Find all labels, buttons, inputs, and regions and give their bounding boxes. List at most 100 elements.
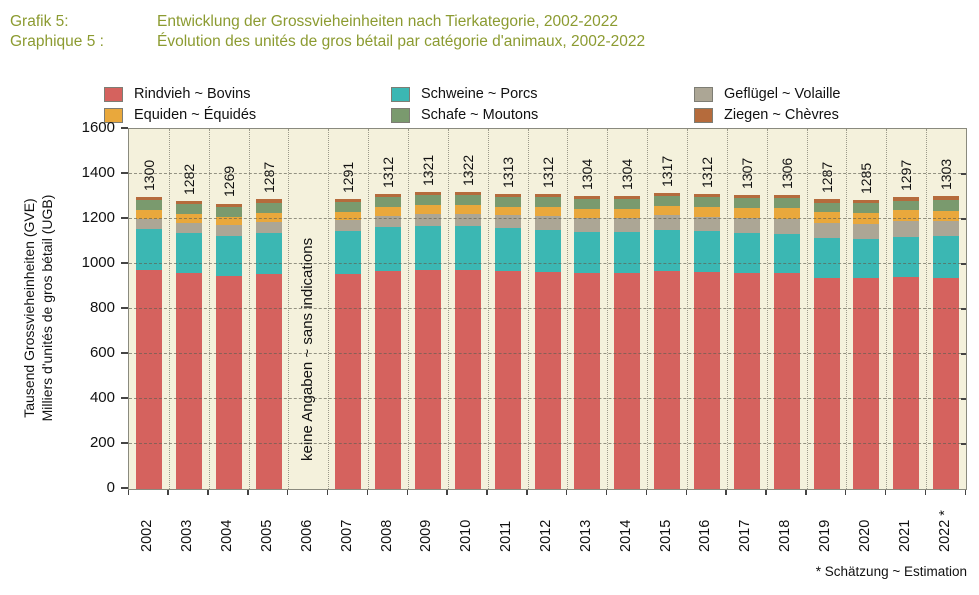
bar-segment	[494, 193, 521, 197]
bar-segment	[853, 203, 880, 213]
x-tick	[526, 490, 528, 495]
y-tick-right	[961, 218, 966, 220]
y-tick-label: 0	[106, 479, 115, 496]
x-tick-label: 2002	[139, 519, 156, 552]
bar-segment	[933, 199, 960, 212]
legend-swatch	[104, 86, 123, 102]
bar-segment	[693, 271, 720, 489]
x-tick-label: 2003	[179, 519, 196, 552]
legend-swatch	[391, 107, 410, 123]
bar-2013	[574, 195, 601, 489]
figure-title-de: Entwicklung der Grossvieheinheiten nach …	[157, 13, 618, 30]
figure-header: Grafik 5: Entwicklung der Grossvieheinhe…	[10, 12, 645, 52]
x-tick	[565, 490, 568, 495]
x-tick	[127, 490, 129, 495]
bar-2022	[933, 195, 960, 489]
y-tick	[121, 172, 128, 174]
legend-label: Ziegen ~ Chèvres	[724, 107, 839, 123]
y-tick-label: 1400	[81, 164, 115, 181]
bar-segment	[813, 199, 840, 203]
bar-segment	[375, 196, 402, 208]
x-tick	[765, 490, 767, 495]
bar-segment	[614, 198, 641, 209]
bar-segment	[255, 274, 282, 489]
y-tick	[121, 397, 128, 399]
y-tick-right	[961, 398, 966, 400]
bar-segment	[534, 196, 561, 208]
x-tick-label: 2011	[498, 520, 515, 552]
bar-segment	[893, 221, 920, 238]
column-separator	[567, 129, 569, 489]
bar-segment	[813, 212, 840, 223]
bar-2021	[893, 197, 920, 489]
column-separator	[487, 129, 489, 489]
bar-segment	[614, 208, 641, 219]
bar-segment	[454, 226, 481, 270]
bar-segment	[135, 219, 162, 230]
bar-segment	[614, 218, 641, 233]
x-tick-label: 2010	[458, 519, 475, 552]
bar-segment	[215, 276, 242, 489]
footnote: * Schätzung ~ Estimation	[815, 564, 967, 579]
bar-value-label: 1285	[858, 162, 875, 194]
bar-segment	[215, 203, 242, 207]
bar-segment	[494, 206, 521, 216]
x-tick	[406, 490, 408, 495]
figure-title-row-fr: Graphique 5 : Évolution des unités de gr…	[10, 32, 645, 52]
bar-segment	[773, 195, 800, 199]
gridline-y-1200	[129, 218, 966, 219]
y-tick-right	[961, 263, 966, 265]
bar-segment	[853, 239, 880, 279]
gridline-y-1000	[129, 263, 966, 264]
x-tick-label: 2013	[577, 519, 594, 552]
bar-segment	[654, 270, 681, 489]
bar-2007	[335, 198, 362, 489]
bar-segment	[335, 201, 362, 212]
column-separator	[806, 129, 808, 489]
column-separator	[408, 129, 409, 489]
column-separator	[647, 129, 649, 489]
x-tick	[964, 490, 966, 495]
bar-segment	[534, 207, 561, 217]
bar-segment	[773, 273, 800, 489]
x-tick	[844, 490, 847, 495]
x-tick-label: 2007	[338, 519, 355, 552]
bar-segment	[654, 229, 681, 271]
column-separator	[527, 129, 529, 489]
y-tick	[121, 217, 128, 219]
bar-value-label: 1269	[220, 166, 237, 198]
y-tick-right	[961, 353, 966, 355]
y-tick	[121, 487, 128, 489]
bar-segment	[255, 232, 282, 275]
x-tick-label: 2021	[896, 519, 913, 552]
bar-value-label: 1307	[738, 157, 755, 189]
bar-segment	[773, 218, 800, 234]
bar-segment	[733, 218, 760, 233]
y-tick-label: 200	[89, 434, 115, 451]
bar-segment	[693, 193, 720, 197]
bar-segment	[534, 271, 561, 489]
bar-value-label: 1312	[539, 156, 556, 188]
bar-2019	[813, 199, 840, 489]
bar-segment	[175, 273, 202, 489]
y-tick	[121, 442, 128, 444]
x-tick-label: 2014	[617, 519, 634, 552]
legend-item-6: Ziegen ~ Chèvres	[694, 107, 957, 123]
bar-segment	[534, 229, 561, 272]
bar-segment	[773, 208, 800, 219]
legend-item-1: Rindvieh ~ Bovins	[104, 86, 391, 102]
bar-segment	[813, 238, 840, 278]
x-tick-label: 2019	[817, 519, 833, 552]
bar-segment	[135, 199, 162, 210]
bar-segment	[693, 196, 720, 208]
y-tick-right	[961, 443, 966, 445]
bar-value-label: 1297	[898, 160, 915, 192]
x-tick-label: 2015	[657, 519, 674, 552]
column-separator	[368, 129, 370, 489]
x-tick-label: 2018	[777, 519, 794, 552]
x-tick	[805, 490, 807, 495]
bar-2012	[534, 193, 561, 489]
x-tick	[366, 490, 369, 495]
chart-legend: Rindvieh ~ Bovins Schweine ~ Porcs Geflüge…	[104, 86, 957, 123]
legend-label: Geflügel ~ Volaille	[724, 86, 841, 102]
